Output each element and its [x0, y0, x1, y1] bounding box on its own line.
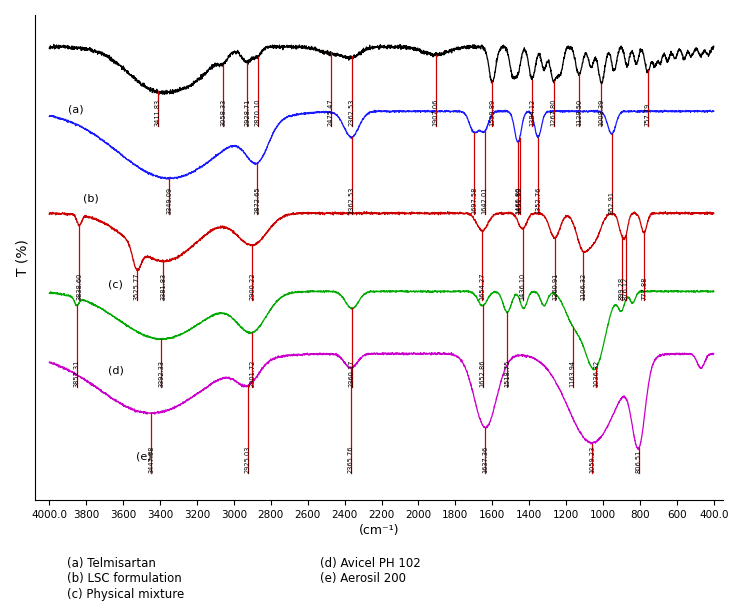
- Text: (a) Telmisartan: (a) Telmisartan: [67, 557, 156, 570]
- Text: 3392.33: 3392.33: [159, 360, 165, 387]
- Text: 1036.32: 1036.32: [593, 359, 599, 387]
- Text: 2362.53: 2362.53: [349, 187, 355, 215]
- Text: 952.91: 952.91: [609, 191, 615, 215]
- Text: (d) Avicel PH 102: (d) Avicel PH 102: [320, 557, 421, 570]
- Text: 1129.50: 1129.50: [576, 99, 582, 126]
- Text: 1652.86: 1652.86: [480, 359, 486, 387]
- Text: 1642.01: 1642.01: [481, 187, 487, 215]
- Text: 3381.83: 3381.83: [160, 273, 166, 300]
- Text: 1267.80: 1267.80: [551, 99, 557, 126]
- Text: (d): (d): [108, 365, 124, 375]
- Text: 1599.89: 1599.89: [489, 99, 495, 126]
- Text: 3411.83: 3411.83: [155, 99, 161, 126]
- Text: 2900.22: 2900.22: [250, 273, 256, 300]
- Text: 3349.09: 3349.09: [166, 187, 172, 215]
- Text: 1518.75: 1518.75: [504, 359, 510, 387]
- Text: (b): (b): [83, 193, 98, 203]
- Text: 2362.53: 2362.53: [349, 99, 355, 126]
- Text: 2925.03: 2925.03: [244, 445, 251, 473]
- Text: 1697.58: 1697.58: [472, 187, 478, 215]
- Text: 2870.10: 2870.10: [255, 99, 261, 126]
- Text: 876.12: 876.12: [623, 277, 629, 300]
- Text: 1384.12: 1384.12: [529, 99, 535, 126]
- Text: 806.51: 806.51: [635, 449, 641, 473]
- Text: (e) Aerosil 200: (e) Aerosil 200: [320, 573, 406, 585]
- Text: 1008.39: 1008.39: [598, 99, 604, 126]
- Text: 1059.23: 1059.23: [589, 446, 595, 473]
- Text: (c) Physical mixture: (c) Physical mixture: [67, 588, 184, 601]
- Text: 1451.59: 1451.59: [517, 187, 523, 215]
- Text: 3525.77: 3525.77: [134, 273, 140, 300]
- Text: 1260.91: 1260.91: [552, 273, 558, 300]
- Text: 1352.76: 1352.76: [535, 187, 541, 215]
- Text: 2872.65: 2872.65: [254, 187, 261, 215]
- Text: 1106.32: 1106.32: [580, 273, 586, 300]
- X-axis label: (cm⁻¹): (cm⁻¹): [358, 524, 399, 537]
- Text: (e): (e): [136, 451, 152, 462]
- Text: 1907.06: 1907.06: [433, 99, 439, 126]
- Text: 3447.98: 3447.98: [148, 445, 154, 473]
- Text: 2928.71: 2928.71: [244, 99, 250, 126]
- Text: 2475.47: 2475.47: [328, 98, 334, 126]
- Text: 2365.76: 2365.76: [348, 445, 354, 473]
- Text: 899.28: 899.28: [618, 277, 624, 300]
- Text: 3838.60: 3838.60: [76, 273, 82, 300]
- Text: 1460.80: 1460.80: [515, 187, 521, 215]
- Text: 1637.36: 1637.36: [482, 446, 489, 473]
- Text: 2901.72: 2901.72: [249, 359, 255, 387]
- Text: (b) LSC formulation: (b) LSC formulation: [67, 573, 182, 585]
- Text: 777.88: 777.88: [641, 277, 647, 300]
- Text: 1654.27: 1654.27: [479, 273, 485, 300]
- Y-axis label: T (%): T (%): [15, 239, 29, 276]
- Text: 2360.17: 2360.17: [349, 359, 355, 387]
- Text: 1436.10: 1436.10: [519, 273, 525, 300]
- Text: (c): (c): [108, 279, 123, 289]
- Text: 1163.94: 1163.94: [570, 359, 576, 387]
- Text: 3058.33: 3058.33: [220, 99, 226, 126]
- Text: (a): (a): [68, 105, 83, 115]
- Text: 757.79: 757.79: [644, 103, 650, 126]
- Text: 3852.31: 3852.31: [74, 359, 80, 387]
